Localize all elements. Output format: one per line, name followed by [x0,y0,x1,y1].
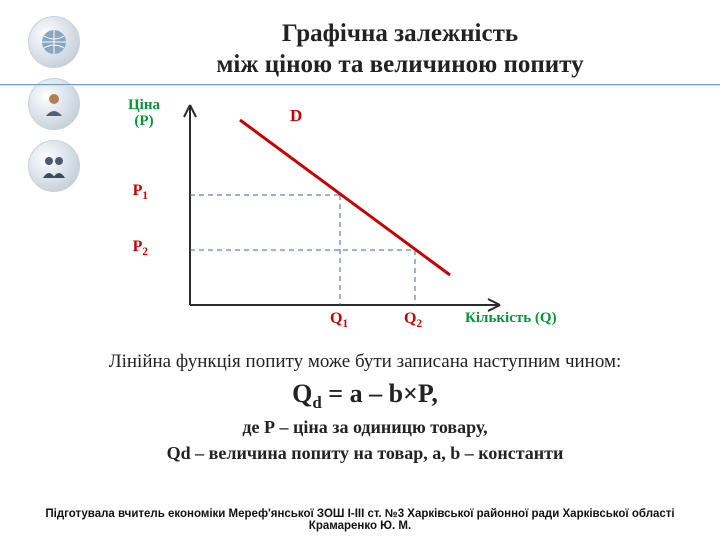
p2-label: P2 [118,238,148,258]
decoration-circle-globe [28,16,80,68]
demand-curve-label: D [290,106,302,126]
header-divider [0,84,720,86]
x-axis-label: Кількість (Q) [465,310,557,327]
demand-chart: Ціна(Р) D P1 P2 Q1 Q2 Кількість (Q) [140,100,580,340]
title-line-2: між ціною та величиною попиту [110,49,690,80]
slide-title: Графічна залежність між ціною та величин… [110,18,690,81]
y-axis-label: Ціна(Р) [128,98,160,130]
footer-credit: Підготувала вчитель економіки Мереф'янсь… [10,508,710,532]
decoration-circle-people [28,140,80,192]
body-text: Лінійна функція попиту може бути записан… [60,350,670,465]
body-line-1: Лінійна функція попиту може бути записан… [60,350,670,375]
formula: Qd = a – b×P, [60,379,670,413]
explain-line-2: Qd – величина попиту на товар, a, b – ко… [60,441,670,465]
title-line-1: Графічна залежність [110,18,690,49]
p1-label: P1 [118,182,148,202]
q2-label: Q2 [404,310,422,330]
explain-line-1: де Р – ціна за одиницю товару, [60,415,670,439]
q1-label: Q1 [330,310,348,330]
